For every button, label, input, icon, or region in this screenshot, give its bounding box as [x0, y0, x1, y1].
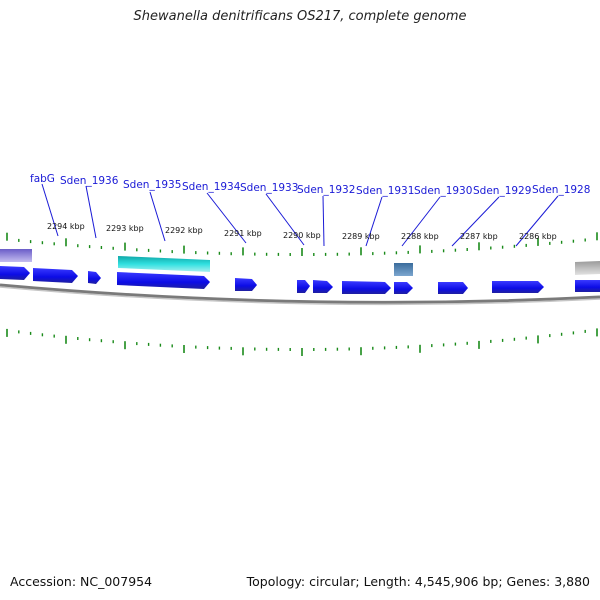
- gene-label-sden-1930[interactable]: Sden_1930: [414, 185, 472, 197]
- callout-fabG: [41, 183, 59, 237]
- callout-sden-1929: [451, 196, 500, 247]
- gene-feature[interactable]: [297, 280, 310, 293]
- position-label: 2293 kbp: [106, 224, 144, 233]
- gene-label-sden-1931[interactable]: Sden_1931: [356, 185, 414, 197]
- gene-label-sden-1935[interactable]: Sden_1935: [123, 179, 181, 191]
- gene-feature-cyan[interactable]: [118, 256, 210, 272]
- gene-label-sden-1933[interactable]: Sden_1933: [240, 182, 298, 194]
- gene-feature[interactable]: [492, 281, 544, 293]
- gene-label-sden-1929[interactable]: Sden_1929: [473, 185, 531, 197]
- gene-feature[interactable]: [575, 280, 600, 292]
- gene-label-fabG[interactable]: fabG: [30, 173, 55, 185]
- callout-sden-1932: [322, 195, 325, 247]
- upper-tick-marks: [6, 232, 598, 256]
- position-labels: 2294 kbp 2293 kbp 2292 kbp 2291 kbp 2290…: [47, 222, 557, 241]
- genome-title: Shewanella denitrificans OS217, complete…: [133, 9, 467, 24]
- feature-track-genes: [0, 266, 600, 294]
- gene-feature[interactable]: [394, 282, 413, 294]
- gene-feature-grey[interactable]: [575, 261, 600, 275]
- position-label: 2292 kbp: [165, 226, 203, 235]
- feature-track-upper: [0, 249, 600, 276]
- callout-sden-1935: [149, 191, 166, 242]
- accession-text: Accession: NC_007954: [10, 574, 153, 589]
- genome-backbone-shadow: [0, 286, 600, 306]
- gene-feature[interactable]: [438, 282, 468, 294]
- gene-callout-lines: [41, 183, 559, 247]
- gene-label-sden-1932[interactable]: Sden_1932: [297, 184, 355, 196]
- gene-feature[interactable]: [342, 281, 391, 294]
- position-label: 2289 kbp: [342, 232, 380, 241]
- callout-sden-1930: [401, 196, 441, 247]
- callout-sden-1934: [206, 192, 247, 244]
- gene-feature[interactable]: [117, 272, 210, 289]
- gene-label-sden-1934[interactable]: Sden_1934: [182, 181, 241, 193]
- gene-feature-rna[interactable]: [394, 263, 413, 276]
- topology-summary: Topology: circular; Length: 4,545,906 bp…: [246, 574, 590, 589]
- gene-label-sden-1928[interactable]: Sden_1928: [532, 184, 590, 196]
- callout-sden-1928: [515, 195, 559, 247]
- position-label: 2288 kbp: [401, 232, 439, 241]
- position-label: 2286 kbp: [519, 232, 557, 241]
- gene-feature[interactable]: [0, 266, 30, 280]
- gene-feature[interactable]: [88, 271, 101, 284]
- gene-feature-purple[interactable]: [0, 249, 32, 262]
- gene-feature[interactable]: [313, 280, 333, 293]
- gene-feature[interactable]: [235, 278, 257, 291]
- position-label: 2294 kbp: [47, 222, 85, 231]
- gene-label-sden-1936[interactable]: Sden_1936: [60, 175, 119, 187]
- gene-labels: fabG Sden_1936 Sden_1935 Sden_1934 Sden_…: [30, 173, 590, 197]
- position-label: 2287 kbp: [460, 232, 498, 241]
- gene-feature[interactable]: [33, 268, 78, 283]
- callout-sden-1933: [265, 193, 305, 246]
- genome-backbone: [0, 283, 600, 304]
- callout-sden-1931: [365, 196, 383, 247]
- position-label: 2291 kbp: [224, 229, 262, 238]
- callout-sden-1936: [85, 185, 97, 239]
- lower-tick-marks: [6, 328, 598, 356]
- position-label: 2290 kbp: [283, 231, 321, 240]
